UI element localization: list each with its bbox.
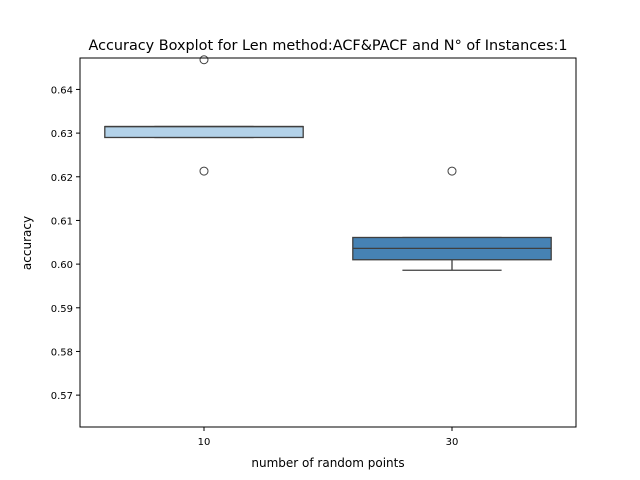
y-tick-label: 0.63 [51,129,73,140]
y-tick-label: 0.57 [51,391,73,402]
x-axis-label: number of random points [251,456,404,470]
box-10 [104,125,304,139]
outlier-point [447,166,457,176]
y-tick-label: 0.59 [51,304,73,315]
chart-title: Accuracy Boxplot for Len method:ACF&PACF… [89,38,568,54]
outlier-point [199,55,209,65]
y-axis-label: accuracy [20,216,34,270]
y-tick-label: 0.60 [51,260,73,271]
x-tick-label: 10 [198,437,211,448]
y-tick-label: 0.58 [51,347,73,358]
y-tick-label: 0.64 [51,85,73,96]
plot-area: 0.57 0.58 0.59 0.60 0.61 0.62 0.63 0.64 10 30 [51,55,577,448]
plot-frame [79,57,577,428]
outlier-point [199,166,209,176]
y-tick-label: 0.61 [51,216,73,227]
x-tick-label: 30 [446,437,459,448]
y-tick-label: 0.62 [51,173,73,184]
